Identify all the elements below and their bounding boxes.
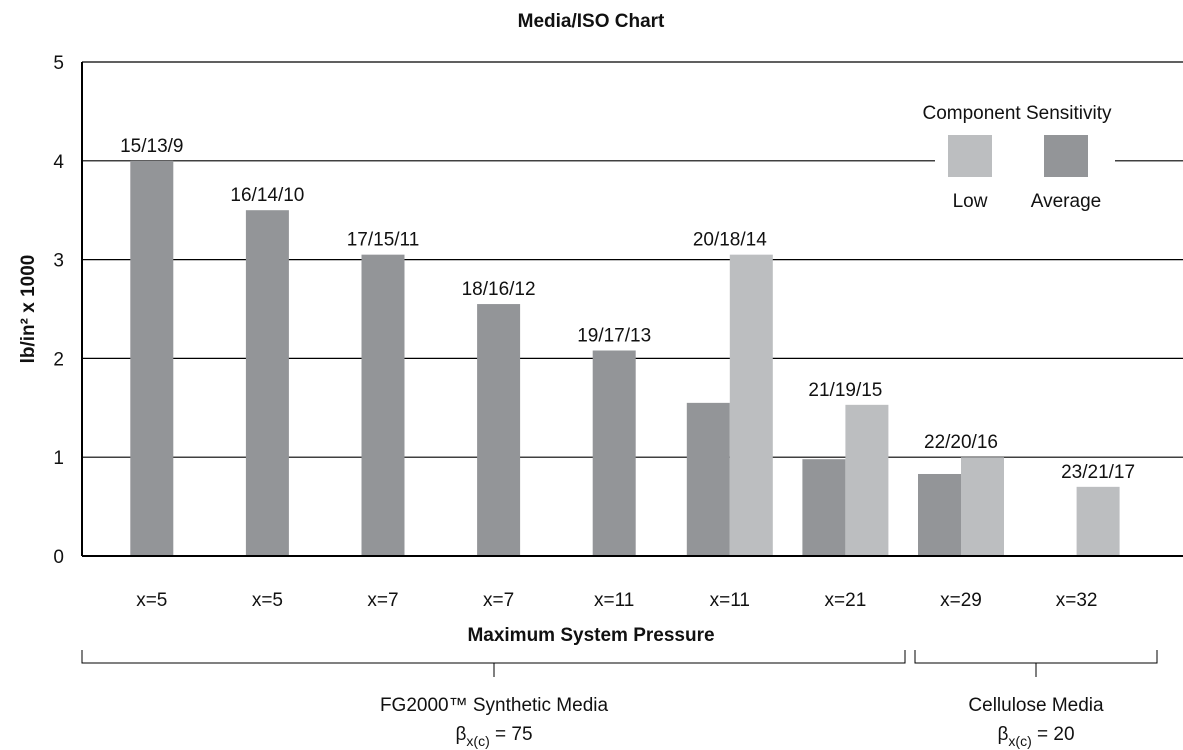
legend-title: Component Sensitivity xyxy=(922,103,1112,124)
beta-symbol: β xyxy=(455,724,466,745)
group-bracket xyxy=(81,650,906,677)
y-tick-label: 3 xyxy=(53,251,64,272)
bar xyxy=(361,254,405,556)
iso-code-label: 22/20/16 xyxy=(924,432,998,453)
iso-code-label: 21/19/15 xyxy=(808,380,882,401)
y-tick-label: 0 xyxy=(53,547,64,568)
beta-subscript: x(c) xyxy=(466,733,489,749)
y-tick-label: 1 xyxy=(53,448,64,469)
legend-swatch xyxy=(1044,135,1088,177)
bar xyxy=(592,350,636,556)
group-beta: βx(c) = 75 xyxy=(455,724,532,749)
x-tick-label: x=7 xyxy=(367,590,398,611)
legend-label: Average xyxy=(1031,191,1101,212)
y-axis-label: lb/in² x 1000 xyxy=(18,255,39,364)
bar xyxy=(802,459,846,556)
y-tick-label: 2 xyxy=(53,349,64,370)
beta-symbol: β xyxy=(997,724,1008,745)
bar xyxy=(845,404,889,556)
x-tick-label: x=21 xyxy=(825,590,867,611)
bar xyxy=(245,210,289,556)
group-bracket xyxy=(914,650,1158,677)
bar xyxy=(1076,486,1120,556)
group-label: Cellulose Media xyxy=(968,695,1104,716)
bar xyxy=(729,254,773,556)
x-tick-label: x=5 xyxy=(136,590,167,611)
x-tick-label: x=32 xyxy=(1056,590,1098,611)
x-tick-label: x=7 xyxy=(483,590,514,611)
x-tick-label: x=29 xyxy=(940,590,982,611)
iso-code-label: 20/18/14 xyxy=(693,230,767,251)
iso-code-label: 23/21/17 xyxy=(1061,462,1135,483)
iso-code-label: 16/14/10 xyxy=(230,185,304,206)
bar xyxy=(961,457,1004,556)
group-beta: βx(c) = 20 xyxy=(997,724,1074,749)
bar xyxy=(686,402,730,556)
bar xyxy=(477,304,521,556)
y-tick-label: 5 xyxy=(53,53,64,74)
bar xyxy=(918,473,961,556)
iso-code-label: 17/15/11 xyxy=(347,230,420,251)
iso-code-label: 19/17/13 xyxy=(577,325,651,346)
iso-code-label: 15/13/9 xyxy=(120,136,183,157)
chart-title: Media/ISO Chart xyxy=(518,11,665,32)
bar xyxy=(130,160,174,557)
x-tick-label: x=5 xyxy=(252,590,283,611)
y-tick-label: 4 xyxy=(53,152,64,173)
iso-code-label: 18/16/12 xyxy=(462,279,536,300)
legend-label: Low xyxy=(953,191,988,212)
beta-subscript: x(c) xyxy=(1008,733,1031,749)
x-axis-label: Maximum System Pressure xyxy=(467,625,714,646)
group-label: FG2000™ Synthetic Media xyxy=(380,695,609,716)
x-tick-label: x=11 xyxy=(710,590,750,611)
legend-swatch xyxy=(948,135,992,177)
beta-value: = 75 xyxy=(490,724,533,745)
beta-value: = 20 xyxy=(1032,724,1075,745)
x-tick-label: x=11 xyxy=(594,590,634,611)
